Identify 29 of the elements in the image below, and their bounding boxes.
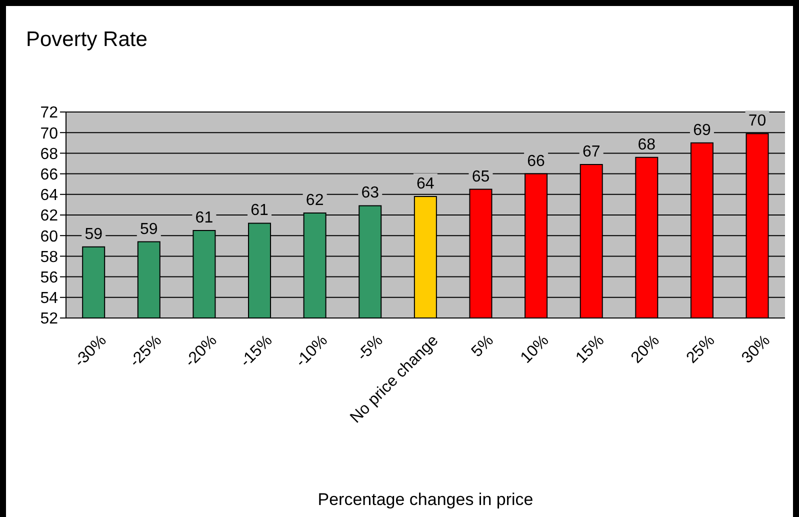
data-label: 59 — [84, 226, 103, 243]
y-tick-label: 60 — [40, 228, 58, 246]
data-label: 64 — [416, 175, 434, 192]
y-tick-label: 68 — [40, 146, 58, 163]
data-label: 61 — [195, 209, 214, 226]
data-label: 70 — [748, 112, 766, 130]
y-tick-label: 62 — [40, 208, 58, 225]
y-tick-label: 72 — [40, 104, 58, 122]
x-tick-label: 30% — [738, 332, 774, 367]
data-label: 59 — [140, 220, 158, 238]
data-label: 66 — [527, 152, 546, 170]
x-axis-title: Percentage changes in price — [318, 490, 534, 509]
y-tick-label: 52 — [40, 310, 58, 328]
data-label: 62 — [306, 192, 324, 209]
data-label: 68 — [638, 136, 656, 154]
data-label: 63 — [361, 184, 380, 202]
data-label: 67 — [582, 144, 600, 161]
y-tick-label: 70 — [40, 125, 58, 142]
y-tick-label: 66 — [40, 166, 58, 184]
x-tick-label: 5% — [468, 332, 497, 361]
data-label: 61 — [250, 202, 269, 220]
y-tick-label: 54 — [40, 290, 58, 308]
x-tick-label: -5% — [354, 332, 386, 364]
y-tick-label: 64 — [40, 187, 58, 204]
y-tick-label: 56 — [40, 269, 58, 286]
y-tick-label: 58 — [40, 248, 58, 266]
data-label: 65 — [472, 168, 490, 186]
data-label: 69 — [693, 122, 711, 139]
chart-title: Poverty Rate — [26, 28, 148, 52]
